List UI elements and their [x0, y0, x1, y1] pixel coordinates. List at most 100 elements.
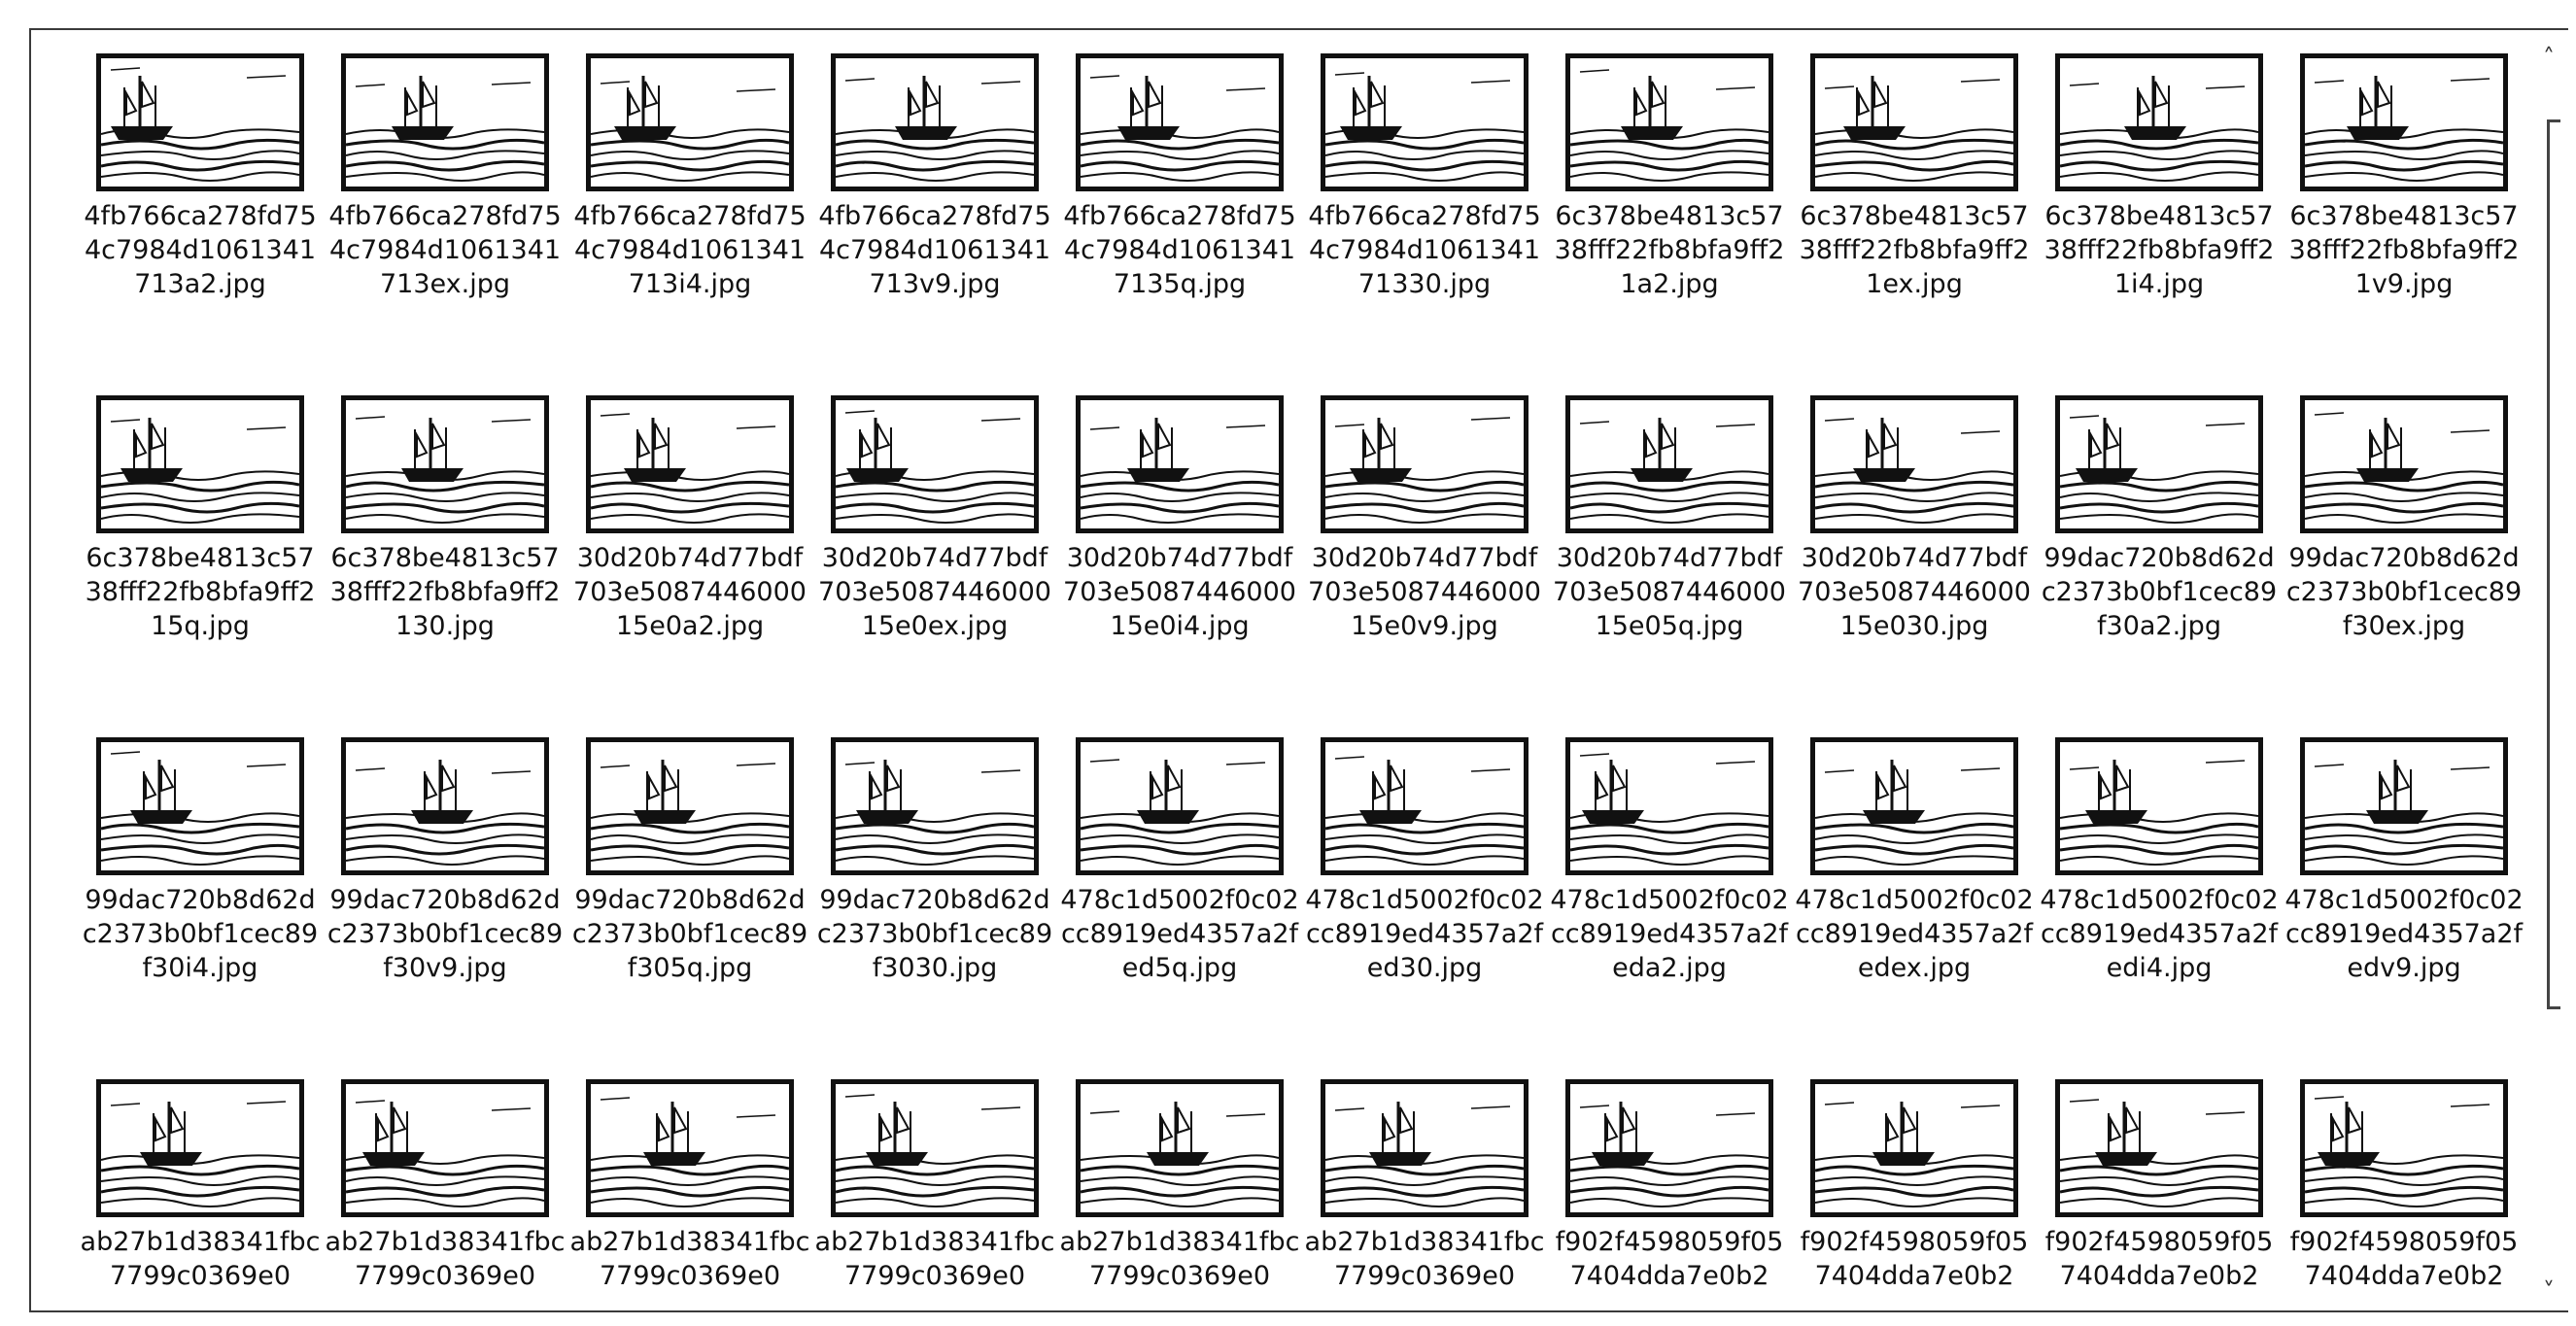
file-item[interactable]: 478c1d5002f0c02cc8919ed4357a2fedex.jpg: [1792, 737, 2037, 1079]
image-thumbnail[interactable]: [1076, 395, 1284, 533]
image-thumbnail[interactable]: [96, 53, 304, 191]
file-item[interactable]: f902f4598059f057404dda7e0b2: [2037, 1079, 2282, 1310]
ship-engraving-icon: [1815, 760, 2013, 866]
image-thumbnail[interactable]: [1076, 53, 1284, 191]
file-item[interactable]: 30d20b74d77bdf703e508744600015e0i4.jpg: [1057, 395, 1302, 737]
file-item[interactable]: 478c1d5002f0c02cc8919ed4357a2feda2.jpg: [1547, 737, 1792, 1079]
file-name: 99dac720b8d62dc2373b0bf1cec89f3030.jpg: [816, 885, 1053, 983]
file-name: 6c378be4813c5738fff22fb8bfa9ff21a2.jpg: [1554, 201, 1785, 299]
file-item[interactable]: f902f4598059f057404dda7e0b2: [2282, 1079, 2526, 1310]
image-thumbnail[interactable]: [1810, 53, 2018, 191]
file-item[interactable]: 4fb766ca278fd754c7984d10613417135q.jpg: [1057, 53, 1302, 395]
file-item[interactable]: 30d20b74d77bdf703e508744600015e0v9.jpg: [1302, 395, 1547, 737]
image-thumbnail[interactable]: [586, 737, 794, 875]
file-item[interactable]: 6c378be4813c5738fff22fb8bfa9ff21i4.jpg: [2037, 53, 2282, 395]
scrollbar-thumb[interactable]: [2547, 119, 2560, 1009]
ship-engraving-icon: [101, 67, 299, 182]
image-thumbnail[interactable]: [1321, 395, 1528, 533]
image-thumbnail[interactable]: [1810, 737, 2018, 875]
image-thumbnail[interactable]: [1321, 53, 1528, 191]
file-item[interactable]: ab27b1d38341fbc7799c0369e0: [323, 1079, 567, 1310]
file-item[interactable]: 4fb766ca278fd754c7984d1061341713a2.jpg: [78, 53, 323, 395]
image-thumbnail[interactable]: [831, 1079, 1039, 1217]
file-item[interactable]: f902f4598059f057404dda7e0b2: [1547, 1079, 1792, 1310]
file-item[interactable]: 99dac720b8d62dc2373b0bf1cec89f30a2.jpg: [2037, 395, 2282, 737]
file-item[interactable]: ab27b1d38341fbc7799c0369e0: [1057, 1079, 1302, 1310]
image-thumbnail[interactable]: [2055, 737, 2263, 875]
ship-engraving-icon: [1081, 1102, 1279, 1207]
file-item[interactable]: 99dac720b8d62dc2373b0bf1cec89f30v9.jpg: [323, 737, 567, 1079]
file-item[interactable]: 99dac720b8d62dc2373b0bf1cec89f305q.jpg: [567, 737, 812, 1079]
file-item[interactable]: ab27b1d38341fbc7799c0369e0: [78, 1079, 323, 1310]
image-thumbnail[interactable]: [2300, 395, 2508, 533]
vertical-scrollbar[interactable]: ˄ ˅: [2529, 30, 2568, 1310]
image-thumbnail[interactable]: [1565, 395, 1773, 533]
file-item[interactable]: 478c1d5002f0c02cc8919ed4357a2fedi4.jpg: [2037, 737, 2282, 1079]
image-thumbnail[interactable]: [1565, 1079, 1773, 1217]
ship-engraving-icon: [2060, 760, 2258, 866]
file-item[interactable]: 30d20b74d77bdf703e508744600015e0ex.jpg: [812, 395, 1057, 737]
file-item[interactable]: 6c378be4813c5738fff22fb8bfa9ff21a2.jpg: [1547, 53, 1792, 395]
file-item[interactable]: 6c378be4813c5738fff22fb8bfa9ff21ex.jpg: [1792, 53, 2037, 395]
image-thumbnail[interactable]: [341, 395, 549, 533]
image-thumbnail[interactable]: [1810, 1079, 2018, 1217]
ship-engraving-icon: [1815, 1102, 2013, 1207]
image-thumbnail[interactable]: [831, 53, 1039, 191]
image-thumbnail[interactable]: [2300, 737, 2508, 875]
file-name: 6c378be4813c5738fff22fb8bfa9ff2130.jpg: [329, 543, 561, 641]
image-thumbnail[interactable]: [341, 53, 549, 191]
image-thumbnail[interactable]: [96, 1079, 304, 1217]
image-thumbnail[interactable]: [2055, 1079, 2263, 1217]
image-thumbnail[interactable]: [341, 737, 549, 875]
ship-engraving-icon: [1325, 72, 1524, 182]
file-item[interactable]: 6c378be4813c5738fff22fb8bfa9ff21v9.jpg: [2282, 53, 2526, 395]
file-name: 6c378be4813c5738fff22fb8bfa9ff21ex.jpg: [1799, 201, 2030, 299]
file-name: ab27b1d38341fbc7799c0369e0: [325, 1227, 566, 1291]
file-item[interactable]: 30d20b74d77bdf703e508744600015e05q.jpg: [1547, 395, 1792, 737]
image-thumbnail[interactable]: [586, 53, 794, 191]
file-item[interactable]: 99dac720b8d62dc2373b0bf1cec89f30ex.jpg: [2282, 395, 2526, 737]
image-thumbnail[interactable]: [831, 395, 1039, 533]
file-item[interactable]: 99dac720b8d62dc2373b0bf1cec89f30i4.jpg: [78, 737, 323, 1079]
file-item[interactable]: 4fb766ca278fd754c7984d1061341713v9.jpg: [812, 53, 1057, 395]
image-thumbnail[interactable]: [1565, 53, 1773, 191]
file-item[interactable]: ab27b1d38341fbc7799c0369e0: [1302, 1079, 1547, 1310]
image-thumbnail[interactable]: [1565, 737, 1773, 875]
image-thumbnail[interactable]: [586, 1079, 794, 1217]
image-thumbnail[interactable]: [2300, 53, 2508, 191]
image-thumbnail[interactable]: [831, 737, 1039, 875]
file-item[interactable]: 6c378be4813c5738fff22fb8bfa9ff2130.jpg: [323, 395, 567, 737]
ship-engraving-icon: [1081, 759, 1279, 866]
file-item[interactable]: ab27b1d38341fbc7799c0369e0: [812, 1079, 1057, 1310]
scroll-down-icon[interactable]: ˅: [2543, 1277, 2555, 1305]
image-thumbnail[interactable]: [341, 1079, 549, 1217]
image-thumbnail[interactable]: [1321, 737, 1528, 875]
image-thumbnail[interactable]: [2055, 53, 2263, 191]
file-item[interactable]: ab27b1d38341fbc7799c0369e0: [567, 1079, 812, 1310]
image-thumbnail[interactable]: [1321, 1079, 1528, 1217]
file-item[interactable]: 30d20b74d77bdf703e508744600015e030.jpg: [1792, 395, 2037, 737]
file-item[interactable]: 4fb766ca278fd754c7984d106134171330.jpg: [1302, 53, 1547, 395]
image-thumbnail[interactable]: [2300, 1079, 2508, 1217]
file-item[interactable]: 4fb766ca278fd754c7984d1061341713ex.jpg: [323, 53, 567, 395]
file-item[interactable]: 6c378be4813c5738fff22fb8bfa9ff215q.jpg: [78, 395, 323, 737]
image-thumbnail[interactable]: [2055, 395, 2263, 533]
image-thumbnail[interactable]: [96, 395, 304, 533]
file-item[interactable]: 4fb766ca278fd754c7984d1061341713i4.jpg: [567, 53, 812, 395]
scroll-up-icon[interactable]: ˄: [2543, 44, 2555, 71]
file-name: 99dac720b8d62dc2373b0bf1cec89f305q.jpg: [571, 885, 808, 983]
image-thumbnail[interactable]: [1810, 395, 2018, 533]
file-item[interactable]: 478c1d5002f0c02cc8919ed4357a2fed5q.jpg: [1057, 737, 1302, 1079]
file-item[interactable]: 478c1d5002f0c02cc8919ed4357a2fedv9.jpg: [2282, 737, 2526, 1079]
file-item[interactable]: 99dac720b8d62dc2373b0bf1cec89f3030.jpg: [812, 737, 1057, 1079]
image-thumbnail[interactable]: [96, 737, 304, 875]
image-thumbnail[interactable]: [1076, 1079, 1284, 1217]
file-name: f902f4598059f057404dda7e0b2: [2044, 1227, 2274, 1291]
file-name: 478c1d5002f0c02cc8919ed4357a2fed5q.jpg: [1060, 885, 1299, 983]
file-name: 6c378be4813c5738fff22fb8bfa9ff21v9.jpg: [2288, 201, 2520, 299]
image-thumbnail[interactable]: [586, 395, 794, 533]
image-thumbnail[interactable]: [1076, 737, 1284, 875]
file-item[interactable]: 478c1d5002f0c02cc8919ed4357a2fed30.jpg: [1302, 737, 1547, 1079]
file-item[interactable]: f902f4598059f057404dda7e0b2: [1792, 1079, 2037, 1310]
file-item[interactable]: 30d20b74d77bdf703e508744600015e0a2.jpg: [567, 395, 812, 737]
